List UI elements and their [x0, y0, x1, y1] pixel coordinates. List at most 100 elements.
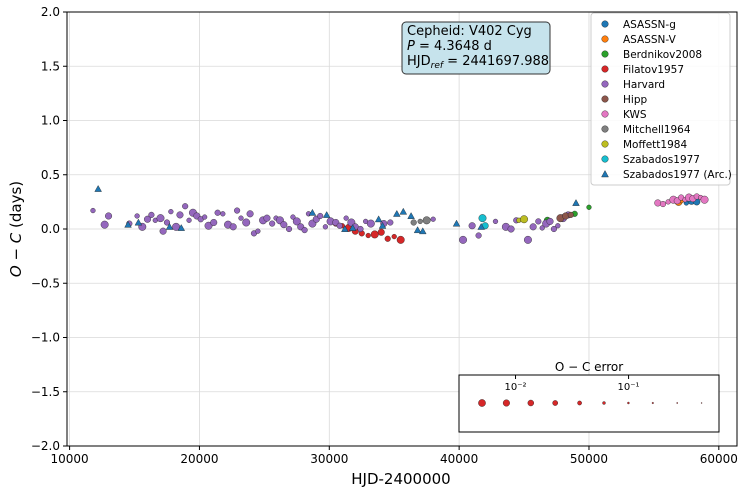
y-tick-label: 2.0 [41, 5, 60, 19]
data-point [393, 209, 401, 217]
legend-frame [590, 12, 731, 186]
y-tick-label: −2.0 [31, 439, 60, 453]
inset-size-marker [651, 402, 654, 405]
data-point [124, 220, 132, 228]
data-point [202, 214, 208, 220]
x-tick-label: 60000 [700, 452, 738, 466]
inset-size-marker [700, 402, 703, 404]
data-point [529, 223, 537, 231]
data-point [210, 218, 218, 226]
y-axis-title: O − C (days) [7, 181, 25, 277]
data-point [220, 211, 226, 217]
x-tick-label: 10000 [51, 452, 89, 466]
inset-size-marker [502, 399, 510, 407]
y-tick-label: 0.0 [41, 222, 60, 236]
inset-size-marker [552, 400, 559, 406]
data-point [280, 221, 288, 229]
data-point [229, 223, 237, 231]
data-point [134, 218, 143, 226]
data-point [214, 209, 221, 216]
legend: ASASSN-g ASASSN-V Berdnikov2008 Filatov1957… [590, 12, 732, 186]
legend-label: KWS [623, 109, 647, 121]
data-point [384, 235, 391, 242]
data-point [477, 223, 485, 230]
legend-marker [601, 35, 609, 43]
legend-item-harvard: Harvard [601, 79, 665, 91]
data-point [430, 216, 436, 222]
data-point [269, 220, 276, 227]
data-point [410, 219, 417, 226]
data-point [357, 225, 364, 233]
data-point [176, 211, 184, 219]
info-box-star-name: Cepheid: V402 Cyg [407, 24, 532, 39]
data-point [399, 207, 408, 215]
data-point [586, 204, 592, 210]
error-inset: O − C error 10⁻² 10⁻¹ [458, 360, 720, 433]
data-point [100, 220, 109, 229]
data-point [654, 199, 662, 207]
data-point [322, 211, 331, 218]
y-tick-label: −0.5 [31, 276, 60, 290]
info-box-reference-epoch: HJDref = 2441697.988 [407, 54, 549, 71]
data-point [341, 225, 349, 232]
error-inset-title: O − C error [555, 360, 623, 374]
data-point [348, 224, 357, 231]
legend-marker [601, 20, 609, 28]
data-point [290, 214, 296, 220]
data-point [387, 219, 394, 226]
data-point [105, 212, 113, 220]
data-point [238, 215, 244, 221]
data-point [452, 219, 461, 227]
y-tick-label: 1.0 [41, 114, 60, 128]
legend-item-szabados1977-arc: Szabados1977 (Arc.) [601, 169, 732, 181]
legend-label: Mitchell1964 [623, 124, 691, 136]
legend-item-mitchell1964: Mitchell1964 [601, 124, 691, 136]
data-point [204, 221, 213, 230]
legend-item-berdnikov2008: Berdnikov2008 [601, 49, 702, 61]
data-point [365, 232, 371, 239]
data-point [186, 217, 192, 223]
data-point [343, 215, 349, 221]
legend-marker [601, 50, 609, 58]
legend-marker [601, 155, 609, 163]
data-point [163, 219, 171, 226]
data-point [182, 203, 189, 210]
data-point [478, 214, 487, 223]
legend-label: ASASSN-V [623, 34, 677, 46]
data-point [523, 235, 532, 244]
y-tick-label: −1.5 [31, 385, 60, 399]
data-point [156, 214, 165, 223]
series-szabados1977-arc [94, 185, 580, 235]
y-tick-label: 1.5 [41, 59, 60, 73]
series-mitchell1964 [410, 216, 431, 226]
x-tick-label: 50000 [570, 452, 608, 466]
data-point [308, 208, 317, 216]
data-point [377, 228, 385, 236]
data-point [550, 225, 557, 233]
data-point [317, 212, 324, 220]
data-point [374, 215, 383, 223]
legend-item-asassn-g: ASASSN-g [601, 19, 676, 31]
legend-label: Moffett1984 [623, 139, 687, 151]
data-point [366, 219, 375, 228]
legend-item-asassn-v: ASASSN-V [601, 34, 677, 46]
data-point [535, 218, 542, 225]
info-box: Cepheid: V402 Cyg P = 4.3648 d HJDref = … [401, 21, 551, 75]
data-point [255, 228, 261, 234]
legend-item-hipp: Hipp [601, 94, 647, 106]
data-point [572, 199, 580, 206]
data-point [546, 217, 554, 225]
legend-marker [601, 95, 609, 103]
data-point [301, 227, 308, 234]
data-point [396, 235, 405, 244]
info-box-frame [401, 21, 551, 75]
x-axis-title: HJD-2400000 [351, 470, 450, 488]
data-point [242, 218, 251, 227]
legend-marker [601, 65, 609, 73]
data-point [285, 225, 293, 233]
series-moffett1984 [516, 215, 529, 224]
data-point [659, 200, 667, 208]
x-tick-label: 20000 [180, 452, 218, 466]
data-points [90, 185, 709, 244]
